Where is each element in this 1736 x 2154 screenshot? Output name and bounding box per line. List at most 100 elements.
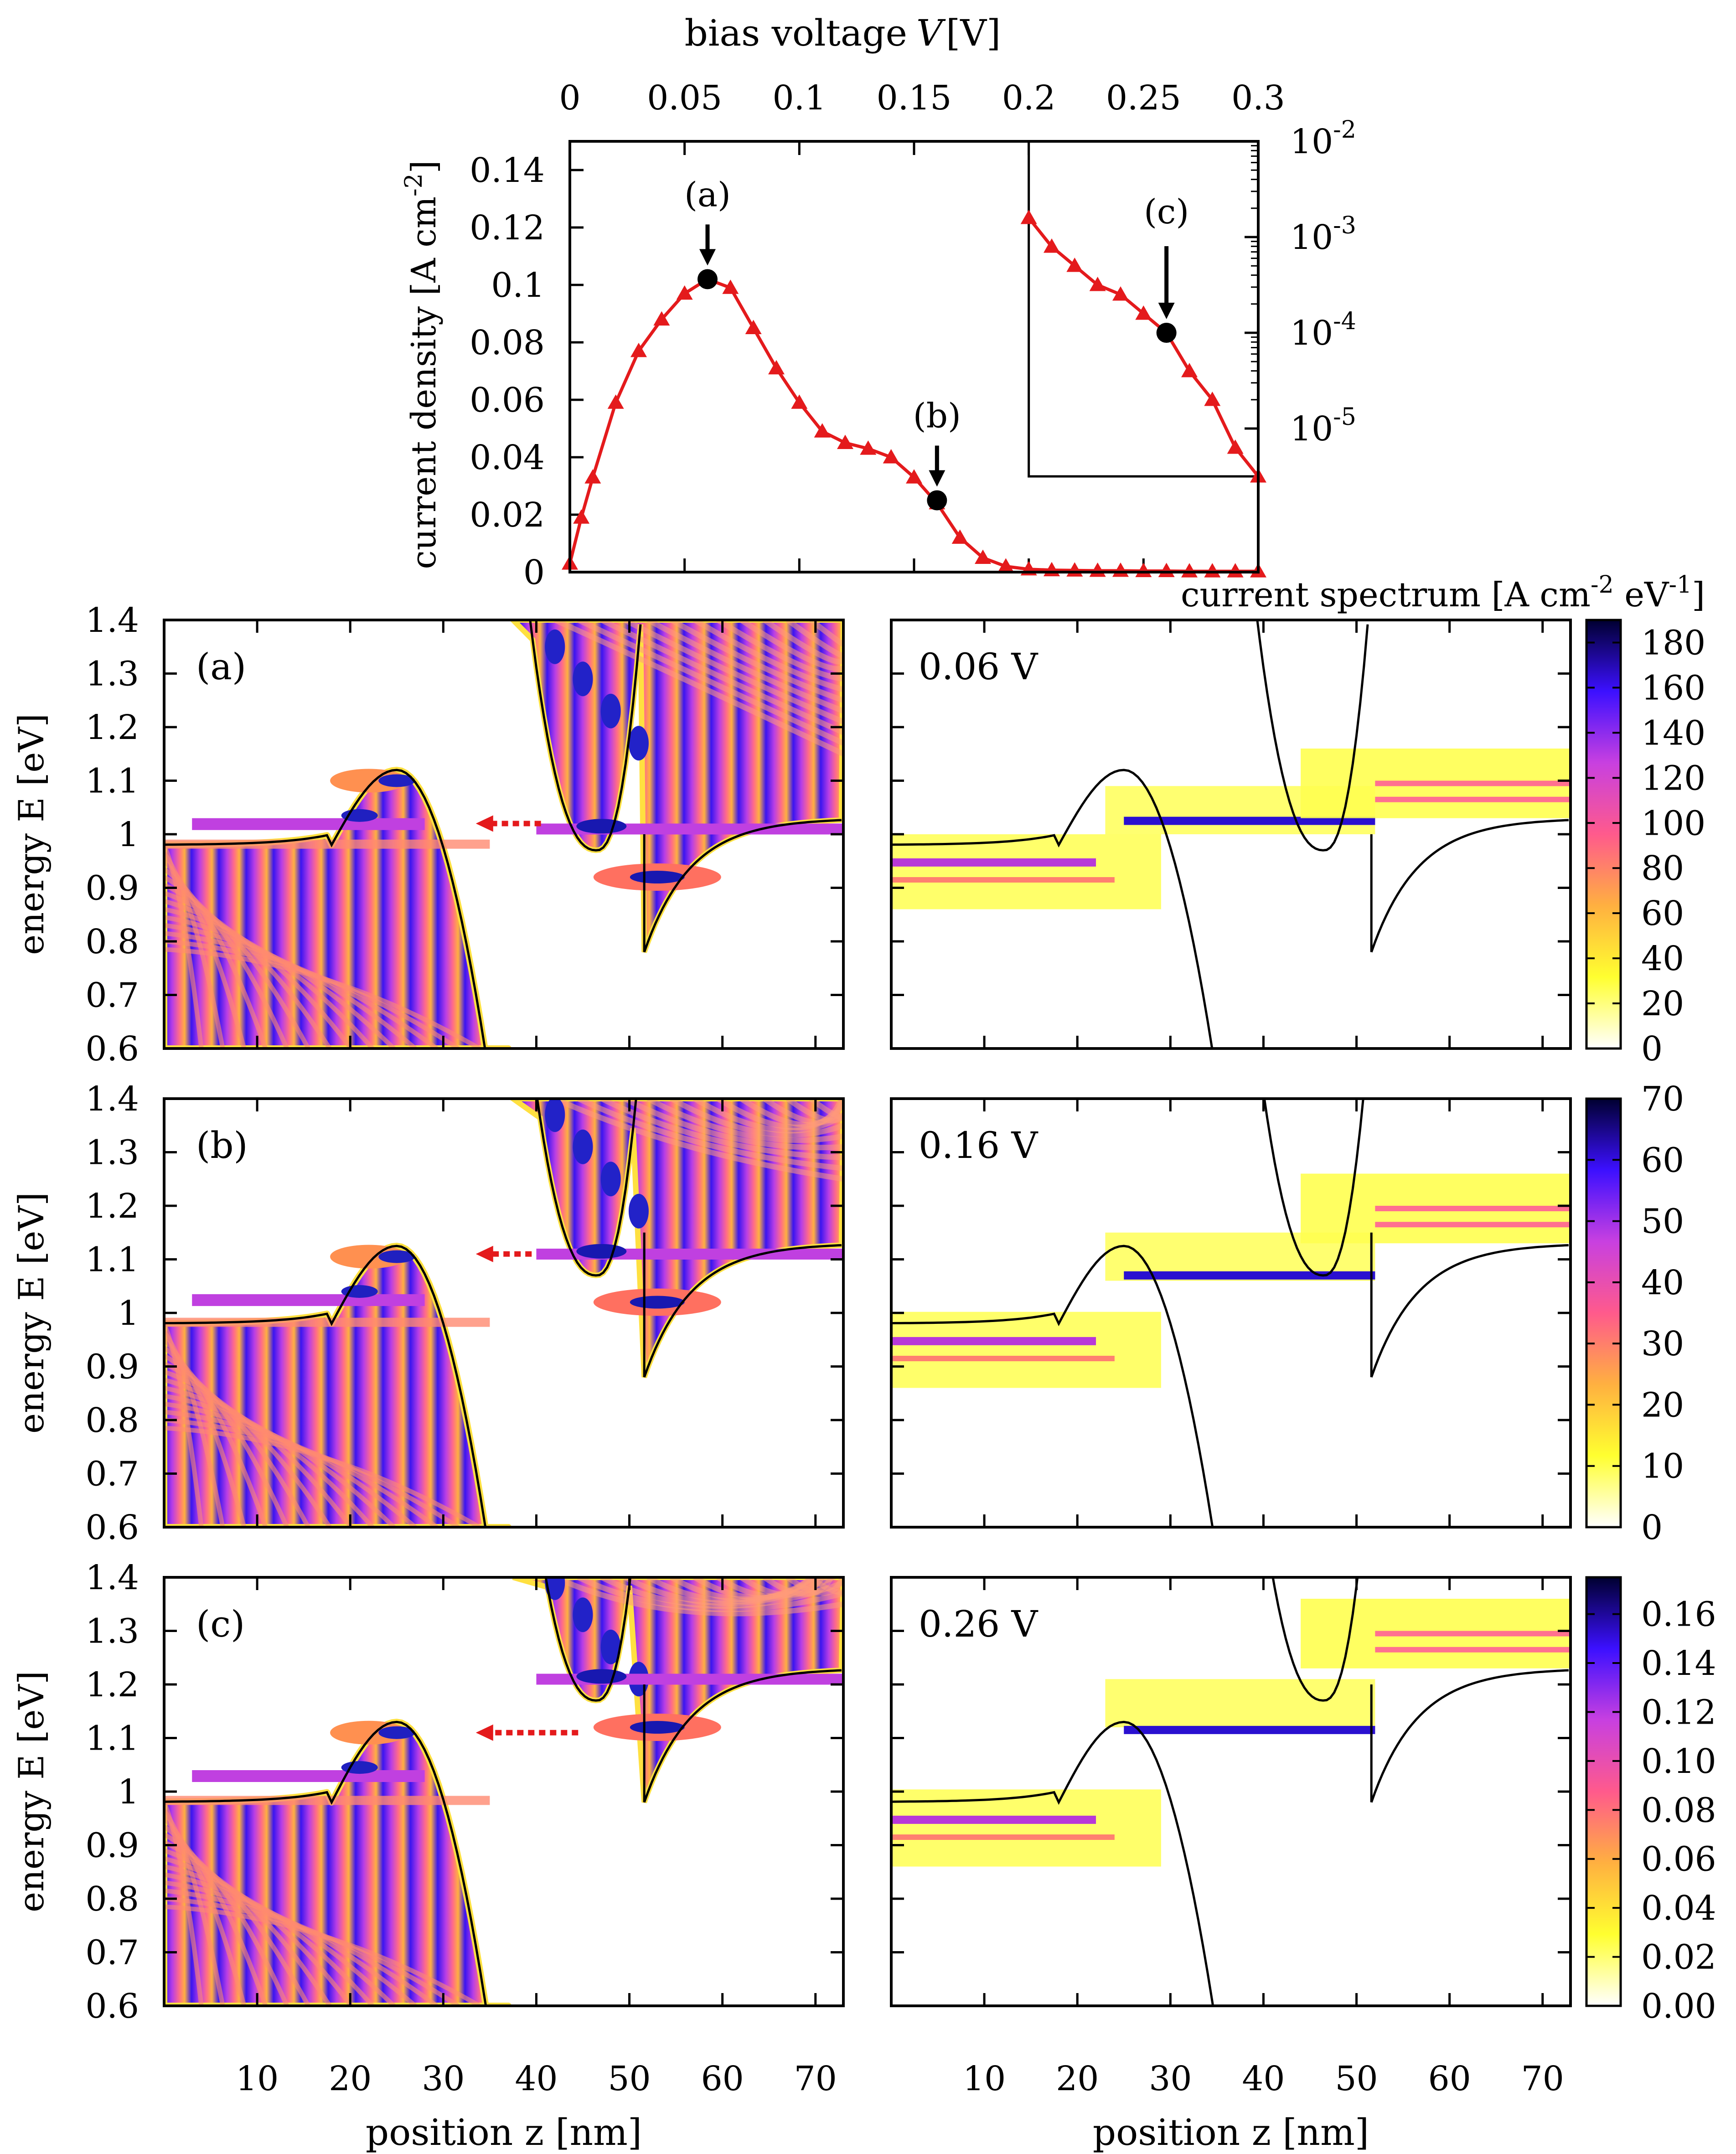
heatmap-y-tick-label: 1 <box>118 1294 139 1333</box>
highlight-point <box>927 490 947 511</box>
iv-series-marker <box>883 449 899 464</box>
iv-y-tick-label: 0.14 <box>470 151 545 190</box>
heatmap-x-tick-label: 10 <box>236 2059 279 2098</box>
colorbar-tick-label: 0.08 <box>1641 1791 1716 1830</box>
emitter-peak <box>891 1815 1096 1824</box>
left-lead-fringe <box>164 1904 481 2006</box>
heatmap-y-tick-label: 1.4 <box>85 601 139 640</box>
lead-edge-state <box>164 1796 490 1805</box>
heatmap-y-tick-label: 1.3 <box>85 655 139 694</box>
heatmap-y-tick-label: 1.2 <box>85 1665 139 1705</box>
collector-fringe <box>716 620 843 682</box>
inset-y-tick-exponent: -5 <box>1333 403 1356 431</box>
left-panel-content <box>164 1099 843 1527</box>
highlight-label: (a) <box>684 175 731 214</box>
barrier-state-upper <box>330 1245 408 1269</box>
heatmap-x-tick-label: 60 <box>701 2059 744 2098</box>
emitter-peak <box>891 1337 1096 1345</box>
colorbar-tick-label: 20 <box>1641 1385 1684 1425</box>
colorbar-tick-label: 0.00 <box>1641 1987 1716 2026</box>
colorbar-tick-label: 180 <box>1641 623 1705 662</box>
heatmap-y-tick-label: 0.8 <box>85 922 139 961</box>
iv-chart: bias voltage V [V] current density [A cm… <box>400 12 1356 592</box>
colorbar-tick-label: 0.10 <box>1641 1742 1716 1781</box>
band-edge-left <box>164 1720 487 2006</box>
inset-y-tick-label: 10-4 <box>1290 308 1356 353</box>
left-x-axis-title: position z [nm] <box>366 2111 642 2154</box>
collector-peak <box>1375 796 1571 802</box>
resonant-peak <box>1124 1725 1375 1734</box>
heatmap-y-tick-label: 1.4 <box>85 1558 139 1597</box>
collector-peak <box>1375 1631 1571 1637</box>
colorbar-tick-label: 140 <box>1641 713 1705 753</box>
colorbar-tick-label: 0.04 <box>1641 1889 1716 1928</box>
iv-series-marker <box>906 469 922 484</box>
colorbar-tick-label: 0.14 <box>1641 1644 1716 1683</box>
colorbar-title: current spectrum [A cm-2 eV-1] <box>1181 571 1705 615</box>
left-lead-fringe <box>164 947 481 1049</box>
lead-edge-state <box>164 839 490 849</box>
right-panel-content <box>891 1099 1571 1527</box>
iv-series-marker <box>722 279 739 294</box>
colorbar-tick-label: 0.02 <box>1641 1938 1716 1977</box>
heatmap-y-axis-title: energy E [eV] <box>11 1671 52 1912</box>
spike-state-core <box>630 1721 685 1734</box>
band-edge-well <box>1271 1577 1359 1702</box>
band-edge-left <box>891 769 1214 1049</box>
band-edge-tail <box>1370 819 1569 953</box>
heatmap-y-tick-label: 1 <box>118 815 139 854</box>
colorbar-tick-label: 0.06 <box>1641 1840 1716 1879</box>
inset-series-marker <box>1020 210 1037 224</box>
iv-series-marker <box>1181 563 1198 578</box>
barrier-state-upper-core <box>378 1726 415 1739</box>
collector-node <box>573 1597 593 1632</box>
heatmap-y-tick-label: 0.7 <box>85 976 139 1015</box>
collector-fringe <box>600 620 843 735</box>
heatmap-y-tick-label: 1.2 <box>85 708 139 747</box>
heatmap-x-tick-label: 30 <box>1149 2059 1192 2098</box>
collector-fringe <box>809 1099 843 1121</box>
heatmap-y-tick-label: 0.8 <box>85 1401 139 1440</box>
colorbar-tick-label: 160 <box>1641 668 1705 708</box>
right-panel-label: 0.26 V <box>919 1603 1038 1645</box>
resonant-peak <box>1124 1271 1375 1280</box>
colorbar-tick-label: 100 <box>1641 804 1705 843</box>
collector-fringe <box>785 620 843 659</box>
iv-series-marker <box>1227 563 1244 578</box>
band-edge-well <box>536 1099 637 1277</box>
colorbar-tick-label: 80 <box>1641 849 1684 888</box>
tunneling-arrow-head <box>475 1245 493 1262</box>
collector-node <box>573 661 593 697</box>
heatmap-row: (a) 0.06 V 0.6 0.7 0.8 0.9 1 1.1 1.2 1.3 1.4 energy… <box>11 601 1705 1069</box>
iv-y-tick-label: 0 <box>523 553 545 592</box>
inset-series-marker <box>1227 439 1244 454</box>
emitter-spectrum <box>891 1312 1161 1388</box>
collector-fringe <box>553 620 843 757</box>
heatmap-x-tick-label: 10 <box>963 2059 1006 2098</box>
band-edge-left <box>891 1245 1214 1527</box>
collector-peak <box>1375 1206 1571 1211</box>
band-edge-well <box>1256 620 1369 852</box>
right-x-axis-title: position z [nm] <box>1093 2111 1369 2154</box>
collector-node <box>600 693 621 728</box>
collector-fringe <box>739 620 843 672</box>
inset-y-tick-label: 10-5 <box>1290 403 1356 449</box>
colorbar-tick-label: 60 <box>1641 1141 1684 1180</box>
heatmap-y-tick-label: 0.6 <box>85 1029 139 1069</box>
iv-series-marker <box>1158 563 1175 577</box>
heatmap-y-tick-label: 1.3 <box>85 1133 139 1173</box>
heatmap-x-tick-label: 20 <box>329 2059 372 2098</box>
highlight-arrow-head <box>699 249 716 266</box>
iv-series-marker <box>676 285 693 300</box>
iv-x-tick-label: 0.3 <box>1231 78 1285 118</box>
colorbar-tick-label: 0.12 <box>1641 1693 1716 1732</box>
highlight-point <box>698 269 718 289</box>
highlight-label: (c) <box>1144 192 1189 232</box>
barrier-state-lower <box>192 1294 425 1306</box>
iv-ticks: 0 0.05 0.1 0.15 0.2 0.25 0.3 0 0.02 0.04 0.06 0.08 0… <box>470 78 1285 592</box>
heatmap-x-tick-label: 50 <box>608 2059 651 2098</box>
collector-fringe <box>785 1577 843 1596</box>
heatmap-x-tick-label: 40 <box>515 2059 558 2098</box>
inset-series-marker <box>1181 363 1198 377</box>
heatmap-y-tick-label: 0.6 <box>85 1987 139 2026</box>
